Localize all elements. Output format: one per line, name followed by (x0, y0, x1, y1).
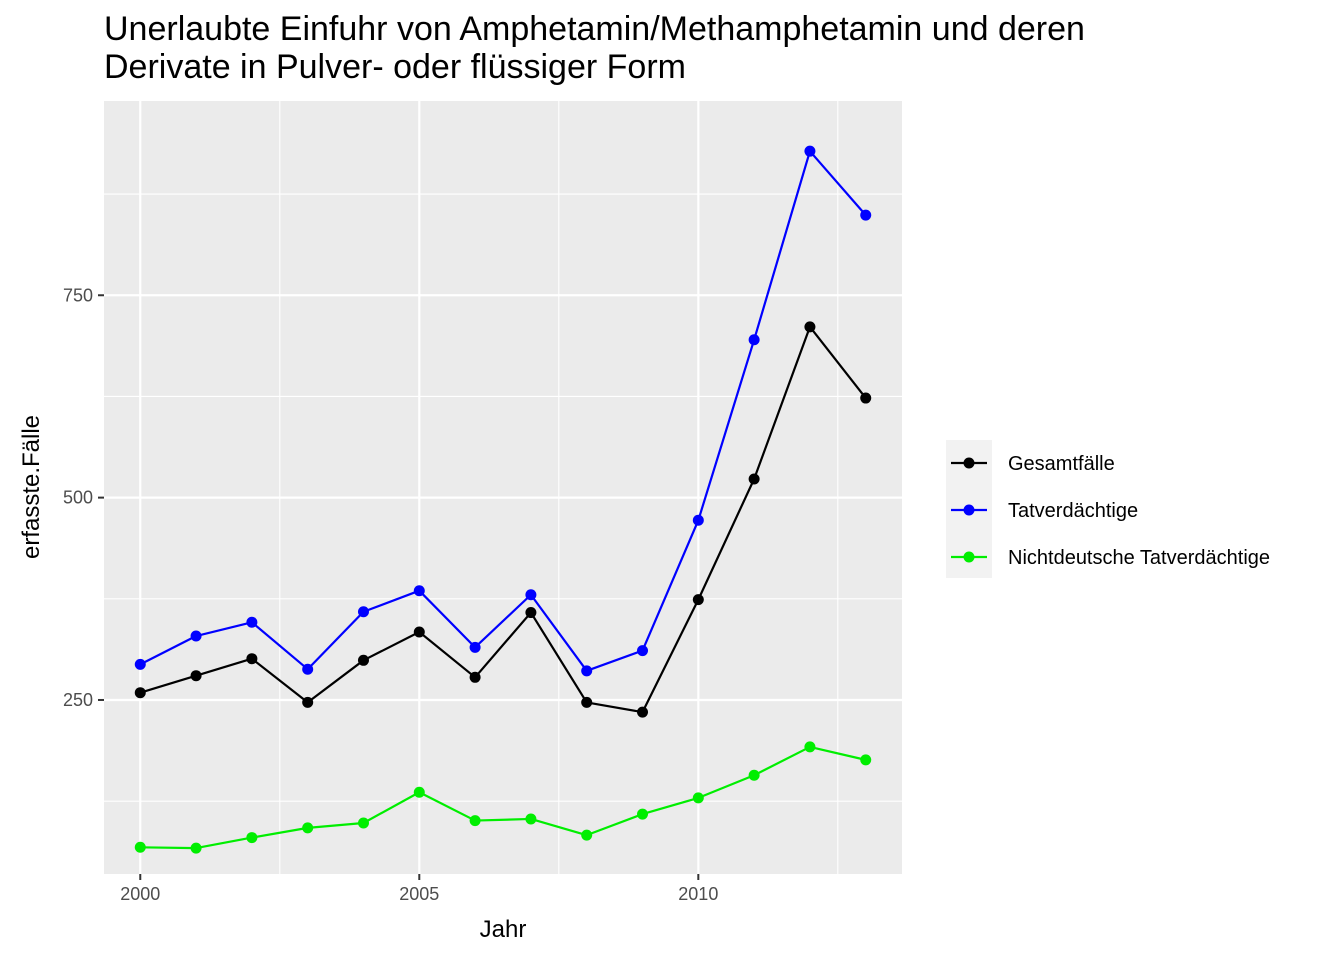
legend: Gesamtfälle Tatverdächtige Nichtdeutsche T… (946, 440, 1270, 578)
legend-label-tatverd-chtige: Tatverdächtige (1008, 500, 1138, 522)
series-line-nichtdeutsche-tatverd-chtige (140, 745, 866, 850)
data-point-tatverd-chtige (413, 585, 425, 597)
data-point-gesamtf-lle (860, 392, 872, 404)
data-point-nichtdeutsche-tatverd-chtige (804, 741, 816, 753)
data-point-gesamtf-lle (302, 696, 314, 708)
y-tick-label: 500 (63, 488, 93, 508)
data-point-nichtdeutsche-tatverd-chtige (302, 822, 314, 834)
data-point-nichtdeutsche-tatverd-chtige (525, 813, 537, 825)
plot-panel (104, 101, 902, 874)
x-tick-label: 2005 (399, 884, 439, 904)
data-point-tatverd-chtige (469, 641, 481, 653)
y-axis-title: erfasste.Fälle (18, 415, 45, 559)
data-point-tatverd-chtige (134, 658, 146, 670)
data-point-gesamtf-lle (692, 594, 704, 606)
data-point-tatverd-chtige (860, 209, 872, 221)
data-point-nichtdeutsche-tatverd-chtige (581, 829, 593, 841)
series-line-tatverd-chtige (139, 150, 867, 672)
x-tick-label: 2000 (120, 884, 160, 904)
data-point-gesamtf-lle (804, 321, 816, 333)
data-point-nichtdeutsche-tatverd-chtige (637, 808, 649, 820)
data-point-nichtdeutsche-tatverd-chtige (413, 786, 425, 798)
data-point-gesamtf-lle (357, 654, 369, 666)
data-point-gesamtf-lle (190, 670, 202, 682)
data-point-gesamtf-lle (637, 706, 649, 718)
data-point-nichtdeutsche-tatverd-chtige (469, 815, 481, 827)
data-point-nichtdeutsche-tatverd-chtige (134, 841, 146, 853)
y-tick-label: 250 (63, 690, 93, 710)
data-point-nichtdeutsche-tatverd-chtige (246, 832, 258, 844)
x-axis-title: Jahr (480, 916, 527, 943)
data-point-tatverd-chtige (525, 589, 537, 601)
legend-label-gesamtf-lle: Gesamtfälle (1008, 453, 1115, 475)
data-point-tatverd-chtige (246, 616, 258, 628)
data-point-nichtdeutsche-tatverd-chtige (357, 817, 369, 829)
data-point-tatverd-chtige (804, 145, 816, 157)
grid-major (104, 101, 902, 874)
legend-key-point (963, 504, 975, 516)
data-point-nichtdeutsche-tatverd-chtige (692, 792, 704, 804)
data-point-gesamtf-lle (748, 473, 760, 485)
data-point-gesamtf-lle (246, 653, 258, 665)
chart-title-line-2: Derivate in Pulver- oder flüssiger Form (104, 48, 686, 86)
y-axis: 250 500 750 (63, 285, 104, 710)
legend-label-nichtdeutsche-tatverd-chtige: Nichtdeutsche Tatverdächtige (1008, 547, 1270, 569)
data-point-nichtdeutsche-tatverd-chtige (190, 842, 202, 854)
data-point-nichtdeutsche-tatverd-chtige (748, 769, 760, 781)
data-point-nichtdeutsche-tatverd-chtige (860, 754, 872, 766)
data-point-gesamtf-lle (581, 696, 593, 708)
x-axis: 2000 2005 2010 (120, 874, 718, 904)
y-tick-label: 750 (63, 285, 93, 305)
series-layer (134, 145, 872, 854)
data-point-gesamtf-lle (469, 671, 481, 683)
x-tick-label: 2010 (678, 884, 718, 904)
data-point-tatverd-chtige (581, 665, 593, 677)
data-point-tatverd-chtige (637, 645, 649, 657)
data-point-gesamtf-lle (413, 626, 425, 638)
legend-key-point (963, 551, 975, 563)
data-point-gesamtf-lle (525, 607, 537, 619)
data-point-gesamtf-lle (134, 687, 146, 699)
chart-title-line-1: Unerlaubte Einfuhr von Amphetamin/Metham… (104, 10, 1085, 48)
data-point-tatverd-chtige (302, 663, 314, 675)
series-line-gesamtf-lle (139, 325, 867, 714)
data-point-tatverd-chtige (357, 606, 369, 618)
legend-key-point (963, 457, 975, 469)
data-point-tatverd-chtige (190, 630, 202, 642)
grid-minor (104, 101, 902, 874)
data-point-tatverd-chtige (692, 514, 704, 526)
data-point-tatverd-chtige (748, 334, 760, 346)
chart-title: Unerlaubte Einfuhr von Amphetamin/Metham… (104, 10, 1085, 86)
